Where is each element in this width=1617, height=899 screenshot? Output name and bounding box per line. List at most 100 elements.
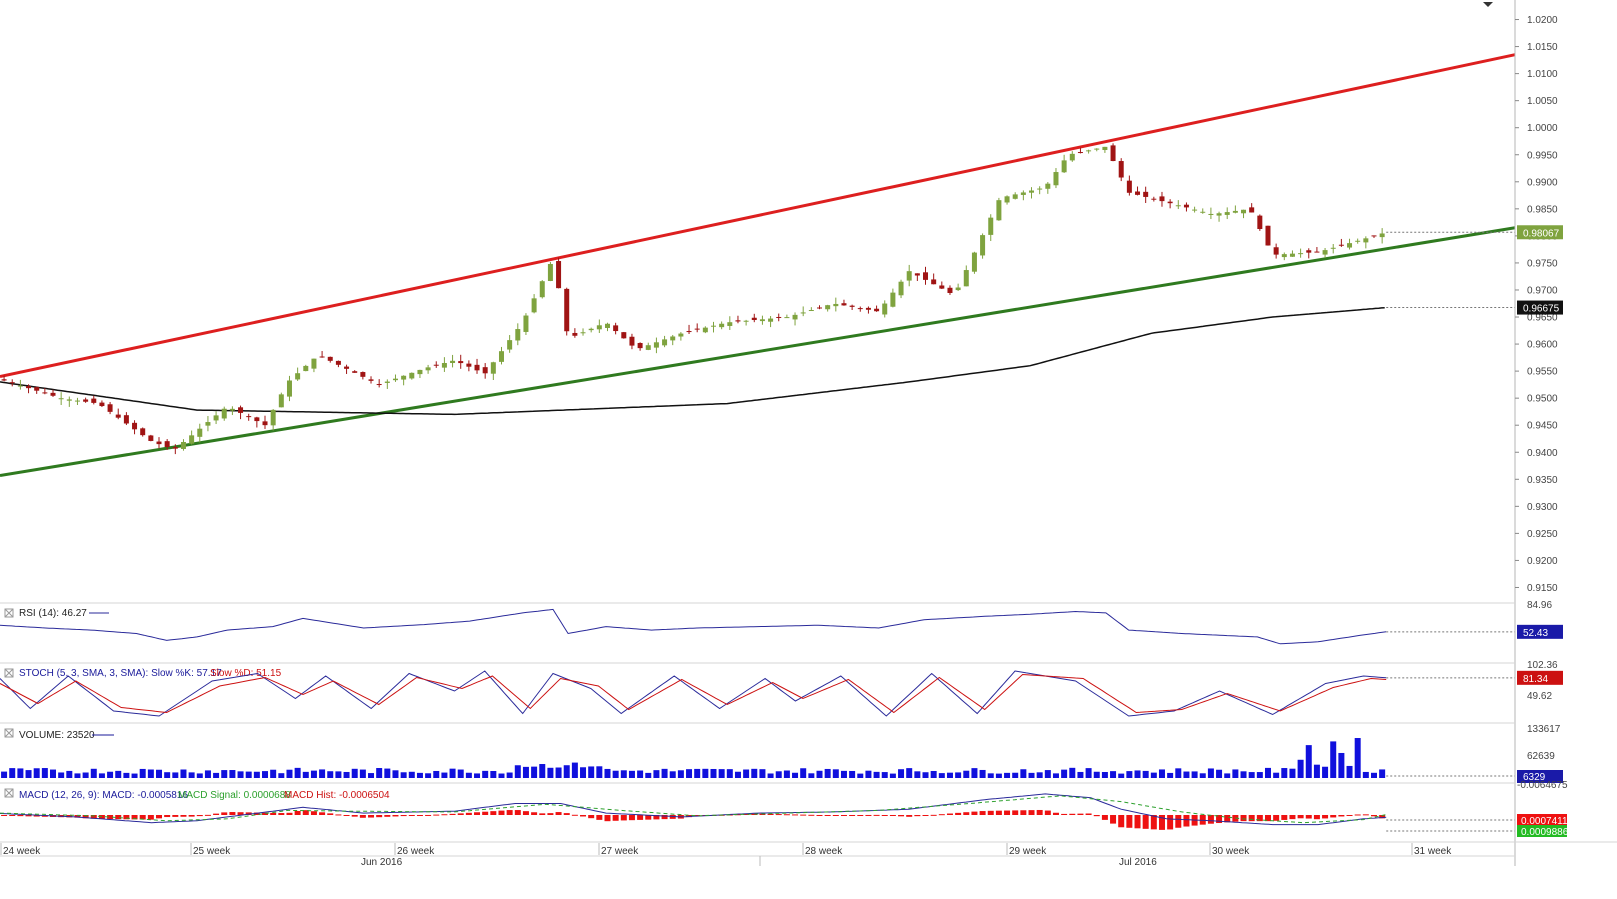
volume-bar	[180, 769, 187, 778]
volume-bar	[359, 769, 366, 778]
candle-body	[450, 360, 456, 364]
candle-body	[825, 305, 831, 310]
close-icon-cross	[4, 788, 14, 798]
candle-body	[1281, 254, 1287, 258]
volume-bar	[498, 773, 505, 778]
macd-hist-bar	[1273, 815, 1280, 821]
candle-body	[238, 407, 244, 413]
volume-bar	[832, 769, 839, 778]
stoch-d-line	[0, 673, 1387, 714]
volume-bar	[1150, 772, 1157, 778]
volume-bar	[1273, 772, 1280, 778]
macd-hist-bar	[930, 814, 937, 816]
volume-bar	[213, 772, 220, 778]
macd-hist-bar	[441, 814, 448, 816]
volume-bar	[41, 768, 48, 778]
volume-bar	[327, 771, 334, 778]
macd-hist-bar	[1322, 815, 1329, 819]
axes: 1.0200 1.0150 1.0100 1.0050 1.0000 0.9950 0.99…	[0, 0, 1617, 868]
candle-body	[751, 317, 757, 321]
candle-body	[327, 356, 333, 361]
candle-body	[246, 416, 252, 418]
macd-hist-bar	[490, 811, 497, 815]
stoch-tick-label: 102.36	[1527, 660, 1558, 671]
volume-bar	[229, 770, 236, 778]
candle-body	[1298, 253, 1304, 255]
candle-body	[205, 422, 211, 426]
volume-bar	[58, 772, 65, 778]
volume-bar	[1020, 769, 1027, 778]
candle-body	[800, 312, 806, 314]
ma-value-badge	[1517, 300, 1563, 315]
macd-hist-bar	[1330, 815, 1337, 818]
close-icon	[4, 788, 14, 798]
macd-hist-bar	[90, 815, 97, 819]
volume-bar	[449, 768, 456, 778]
volume-bar	[1085, 768, 1092, 778]
macd-hist-bar	[196, 815, 203, 817]
volume-bar	[156, 769, 163, 778]
macd-hist-bar	[82, 815, 89, 819]
volume-bar	[172, 772, 179, 778]
macd-hist-bar	[653, 815, 660, 820]
last-price-label: 0.98067	[1523, 228, 1560, 239]
macd-hist-bar	[751, 813, 758, 815]
volume-bar	[400, 772, 407, 778]
candle-body	[42, 392, 48, 394]
macd-hist-bar	[33, 815, 40, 817]
macd-hist-badge	[1517, 814, 1567, 826]
candle-body	[360, 372, 366, 377]
volume-bar	[221, 770, 228, 778]
week-label: 24 week	[3, 846, 41, 857]
volume-bar	[881, 772, 888, 778]
ma-value-label: 0.96675	[1523, 304, 1560, 315]
macd-hist-bar	[612, 815, 619, 821]
volume-bar	[987, 773, 994, 778]
macd-hist-bar	[938, 814, 945, 816]
volume-bar	[384, 768, 391, 778]
macd-hist-bar	[832, 815, 839, 816]
macd-hist-bar	[1207, 815, 1214, 824]
volume-bar	[66, 770, 73, 778]
candle-body	[1232, 210, 1238, 213]
volume-bar	[637, 770, 644, 778]
volume-bar	[1338, 752, 1345, 778]
candle-body	[1167, 201, 1173, 204]
volume-bar	[783, 770, 790, 778]
candle-body	[604, 323, 610, 328]
volume-bar	[873, 771, 880, 778]
volume-bar	[392, 770, 399, 778]
volume-bar	[1036, 772, 1043, 778]
candle-body	[335, 360, 341, 365]
macd-hist-bar	[620, 815, 627, 821]
price-tick-label: 0.9500	[1527, 394, 1558, 405]
macd-hist-bar	[449, 813, 456, 815]
candle-body	[662, 339, 668, 346]
volume-bar	[1167, 772, 1174, 778]
macd-hist-bar	[1248, 815, 1255, 822]
volume-bar	[245, 771, 252, 778]
volume-bar	[139, 768, 146, 778]
candle-body	[735, 320, 741, 322]
volume-bar	[979, 769, 986, 778]
week-label: 30 week	[1212, 846, 1250, 857]
volume-bar	[906, 768, 913, 778]
volume-bar	[425, 773, 432, 778]
macd-hist-bar	[147, 815, 154, 820]
candle-body	[1224, 212, 1230, 215]
price-tick-label: 0.9900	[1527, 177, 1558, 188]
candle-body	[963, 270, 969, 287]
macd-hist-bar	[889, 815, 896, 816]
volume-bar	[416, 772, 423, 778]
candle-body	[254, 417, 260, 422]
macd-hist-bar	[123, 815, 130, 820]
candle-body	[344, 366, 350, 369]
moving-average-line	[0, 306, 1385, 416]
macd-hist-bar	[1338, 815, 1345, 817]
candle-body	[1379, 233, 1385, 238]
candle-body	[865, 307, 871, 310]
candle-body	[1053, 172, 1059, 186]
macd-hist-bar	[1110, 815, 1117, 824]
candle-body	[792, 314, 798, 320]
candle-body	[857, 308, 863, 310]
